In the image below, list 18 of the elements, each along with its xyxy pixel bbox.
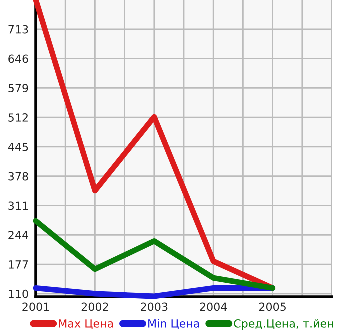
y-tick-label: 579: [8, 84, 28, 93]
legend-label: Min Цена: [148, 319, 200, 330]
y-tick-label: 713: [8, 25, 28, 34]
x-tick-label: 2002: [82, 302, 108, 312]
x-tick-label: 2004: [200, 302, 228, 312]
y-tick-label: 378: [8, 172, 28, 181]
y-tick-label: 646: [8, 54, 28, 64]
y-tick-label: 110: [9, 290, 28, 298]
y-tick-label: 244: [8, 231, 28, 240]
y-tick-label: 445: [8, 143, 28, 152]
x-tick-label: 2001: [22, 302, 50, 312]
y-tick-label: 311: [8, 202, 28, 210]
legend-label: Сред.Цена, т.йен: [234, 319, 334, 330]
x-tick-label: 2003: [141, 302, 168, 312]
y-tick-label: 177: [9, 260, 28, 269]
legend-label: Max Цена: [59, 320, 114, 330]
x-tick-label: 2005: [259, 302, 286, 312]
y-tick-label: 512: [8, 114, 28, 122]
